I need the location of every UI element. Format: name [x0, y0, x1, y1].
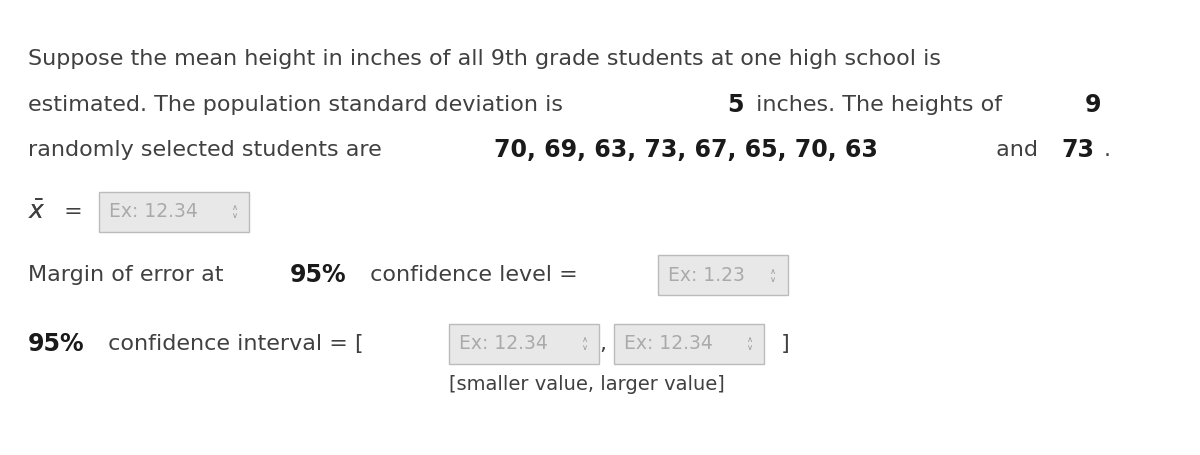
Text: Ex: 12.34: Ex: 12.34 — [458, 334, 547, 353]
Text: 95%: 95% — [28, 332, 85, 355]
Text: [smaller value, larger value]: [smaller value, larger value] — [449, 375, 725, 394]
FancyBboxPatch shape — [100, 192, 250, 232]
Text: ,: , — [599, 334, 606, 354]
Text: confidence level =: confidence level = — [362, 265, 592, 285]
Text: estimated. The population standard deviation is: estimated. The population standard devia… — [28, 95, 570, 115]
Text: inches. The heights of: inches. The heights of — [749, 95, 1009, 115]
Text: ∧
∨: ∧ ∨ — [582, 335, 588, 352]
Text: 70, 69, 63, 73, 67, 65, 70, 63: 70, 69, 63, 73, 67, 65, 70, 63 — [493, 138, 877, 162]
Text: ]: ] — [774, 334, 790, 354]
Text: .: . — [1104, 140, 1111, 160]
Text: =: = — [56, 202, 90, 222]
Text: ∧
∨: ∧ ∨ — [232, 203, 238, 220]
Text: and: and — [989, 140, 1045, 160]
Text: 73: 73 — [1061, 138, 1094, 162]
Text: Ex: 12.34: Ex: 12.34 — [109, 202, 198, 221]
Text: Ex: 12.34: Ex: 12.34 — [624, 334, 713, 353]
FancyBboxPatch shape — [614, 324, 764, 364]
Text: $\bar{x}$: $\bar{x}$ — [28, 200, 46, 223]
Text: ∧
∨: ∧ ∨ — [770, 267, 776, 283]
Text: Ex: 1.23: Ex: 1.23 — [667, 266, 744, 285]
Text: Suppose the mean height in inches of all 9th grade students at one high school i: Suppose the mean height in inches of all… — [28, 49, 941, 69]
Text: ∧
∨: ∧ ∨ — [746, 335, 752, 352]
Text: confidence interval = [: confidence interval = [ — [101, 334, 371, 354]
Text: $\bar{x}$: $\bar{x}$ — [28, 200, 46, 223]
Text: 5: 5 — [727, 93, 744, 116]
Text: 9: 9 — [1085, 93, 1102, 116]
FancyBboxPatch shape — [658, 255, 787, 295]
Text: 95%: 95% — [289, 263, 346, 287]
Text: randomly selected students are: randomly selected students are — [28, 140, 389, 160]
Text: Margin of error at: Margin of error at — [28, 265, 230, 285]
FancyBboxPatch shape — [449, 324, 599, 364]
